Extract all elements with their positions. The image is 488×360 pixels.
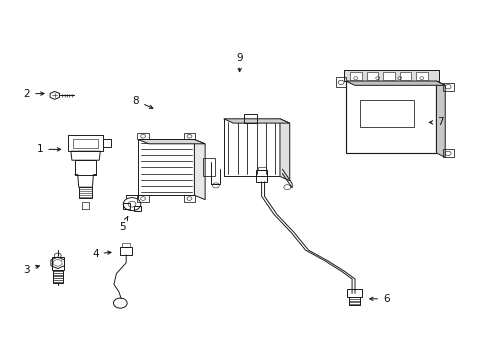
- Bar: [203, 158, 215, 176]
- Bar: [255, 170, 267, 182]
- Bar: [442, 83, 453, 91]
- Text: 6: 6: [369, 294, 389, 304]
- Bar: [120, 247, 132, 255]
- Bar: [75, 160, 96, 175]
- Polygon shape: [50, 91, 60, 99]
- Bar: [442, 149, 453, 157]
- Text: 7: 7: [428, 117, 443, 127]
- Polygon shape: [138, 139, 205, 144]
- Bar: [123, 203, 129, 209]
- Bar: [137, 195, 149, 202]
- Bar: [137, 133, 149, 139]
- Bar: [336, 77, 346, 87]
- Polygon shape: [436, 81, 444, 157]
- Bar: [343, 70, 438, 81]
- Text: 3: 3: [23, 265, 39, 275]
- Bar: [244, 114, 256, 123]
- Polygon shape: [223, 119, 289, 123]
- Bar: [102, 139, 111, 147]
- Bar: [134, 206, 141, 211]
- Bar: [383, 72, 394, 80]
- Bar: [346, 289, 361, 297]
- Polygon shape: [51, 257, 64, 269]
- Bar: [360, 100, 413, 127]
- Polygon shape: [194, 139, 205, 199]
- Bar: [346, 81, 436, 153]
- Polygon shape: [279, 119, 289, 181]
- Bar: [366, 72, 377, 80]
- Bar: [223, 119, 279, 176]
- Bar: [52, 257, 63, 270]
- Text: 5: 5: [119, 216, 127, 232]
- Bar: [349, 72, 361, 80]
- Bar: [416, 72, 427, 80]
- Text: 1: 1: [37, 144, 61, 154]
- Bar: [122, 243, 130, 247]
- Bar: [138, 139, 194, 195]
- Text: 4: 4: [92, 249, 111, 259]
- Bar: [73, 139, 98, 148]
- Bar: [399, 72, 410, 80]
- Bar: [53, 270, 62, 283]
- Bar: [79, 187, 92, 198]
- Text: 8: 8: [132, 96, 153, 108]
- Text: 9: 9: [236, 53, 243, 72]
- Bar: [68, 135, 102, 151]
- Polygon shape: [346, 81, 444, 85]
- Bar: [183, 133, 195, 139]
- Text: 2: 2: [23, 89, 44, 99]
- Bar: [257, 167, 265, 170]
- Bar: [183, 195, 195, 202]
- Bar: [348, 297, 360, 305]
